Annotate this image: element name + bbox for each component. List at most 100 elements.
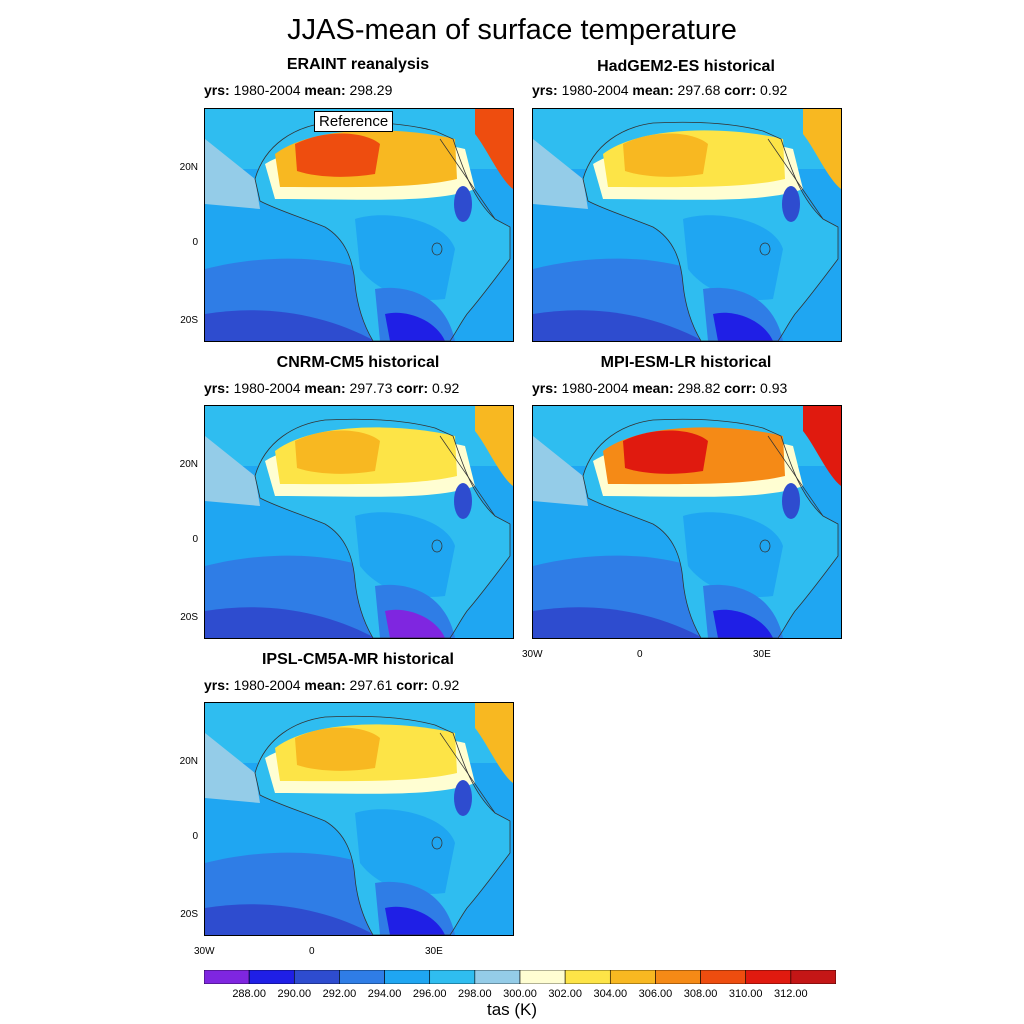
arabia-hot-region — [475, 109, 513, 189]
stat-key: mean: — [632, 82, 674, 98]
stat-key: mean: — [304, 677, 346, 693]
southern-africa-cold — [713, 609, 773, 638]
southern-africa-cold — [713, 312, 773, 341]
coastline — [582, 418, 839, 638]
south-atlantic-cold-band — [205, 607, 375, 638]
ethiopian-highlands-cold — [782, 186, 800, 222]
stat-value: 0.92 — [428, 677, 460, 693]
ethiopian-highlands-cold — [454, 186, 472, 222]
map-panel — [532, 405, 842, 639]
colorbar-swatch — [564, 970, 611, 984]
coastline — [254, 418, 511, 638]
ethiopian-highlands-cold — [454, 780, 472, 816]
sahara-core-region — [623, 133, 708, 177]
lat-tick-label: 20S — [180, 909, 198, 920]
map-canvas — [205, 109, 513, 341]
lon-tick-label: 30W — [522, 649, 543, 660]
stat-value: 1980-2004 — [229, 677, 305, 693]
stat-key: mean: — [304, 380, 346, 396]
central-africa-band — [355, 809, 455, 894]
canary-current-band — [533, 139, 588, 209]
sahara-core-region — [295, 430, 380, 474]
arabia-hot-region — [803, 109, 841, 189]
stat-value: 297.73 — [345, 380, 393, 396]
colorbar-tick-label: 304.00 — [593, 988, 628, 1000]
stat-value: 0.92 — [756, 82, 788, 98]
stat-value: 297.68 — [673, 82, 721, 98]
colorbar-swatch — [248, 970, 295, 984]
panel-stats: yrs: 1980-2004 mean: 298.82 corr: 0.93 — [532, 380, 787, 396]
lat-tick-label: 20N — [179, 459, 198, 470]
canary-current-band — [205, 436, 260, 506]
reference-label: Reference — [314, 111, 394, 132]
lake-victoria — [431, 539, 443, 553]
sahara-core-region — [623, 430, 708, 474]
map-panel — [204, 702, 514, 936]
panel-title: IPSL-CM5A-MR historical — [261, 651, 454, 668]
map-canvas — [205, 406, 513, 638]
south-atlantic-cold-band — [205, 904, 375, 935]
lat-tick-label: 20N — [179, 756, 198, 767]
colorbar-swatch — [384, 970, 431, 984]
sahara-core-region — [295, 133, 380, 177]
colorbar-tick-label: 288.00 — [232, 988, 266, 1000]
stat-value: 1980-2004 — [229, 82, 305, 98]
panel-stats: yrs: 1980-2004 mean: 297.73 corr: 0.92 — [204, 380, 459, 396]
colorbar-tick-label: 300.00 — [503, 988, 537, 1000]
map-panel — [532, 108, 842, 342]
colorbar-swatch — [429, 970, 476, 984]
panel-stats: yrs: 1980-2004 mean: 297.61 corr: 0.92 — [204, 677, 459, 693]
stat-key: corr: — [396, 380, 429, 396]
colorbar-tick-label: 290.00 — [277, 988, 312, 1000]
lon-tick-label: 0 — [309, 946, 315, 957]
panel-title: HadGEM2-ES historical — [597, 58, 775, 75]
colorbar — [204, 970, 836, 984]
southern-africa-cold — [385, 609, 445, 638]
sahara-core-region — [295, 727, 380, 771]
stat-value: 1980-2004 — [229, 380, 305, 396]
stat-key: yrs: — [532, 380, 558, 396]
ethiopian-highlands-cold — [454, 483, 472, 519]
coastline — [254, 715, 511, 935]
red-sea-outline — [439, 732, 496, 814]
map-canvas — [533, 109, 841, 341]
figure-title: JJAS-mean of surface temperature — [287, 14, 737, 46]
red-sea-outline — [767, 138, 824, 220]
red-sea-outline — [439, 138, 496, 220]
stat-key: corr: — [724, 380, 757, 396]
stat-key: corr: — [396, 677, 429, 693]
stat-key: yrs: — [532, 82, 558, 98]
colorbar-swatch — [700, 970, 747, 984]
stat-key: yrs: — [204, 82, 230, 98]
south-atlantic-cold-band — [533, 310, 703, 341]
ethiopian-highlands-cold — [782, 483, 800, 519]
colorbar-tick-label: 294.00 — [367, 988, 402, 1000]
stat-value: 0.92 — [428, 380, 460, 396]
colorbar-swatch — [655, 970, 701, 984]
southern-africa-cold — [385, 906, 445, 935]
stat-key: yrs: — [204, 677, 230, 693]
arabia-hot-region — [475, 406, 513, 486]
colorbar-tick-label: 310.00 — [728, 988, 763, 1000]
lat-tick-label: 20S — [180, 315, 198, 326]
lon-tick-label: 30W — [194, 946, 215, 957]
colorbar-swatch — [609, 970, 656, 984]
lat-tick-label: 20S — [180, 612, 198, 623]
arabia-hot-region — [803, 406, 841, 486]
stat-key: mean: — [632, 380, 674, 396]
colorbar-tick-label: 306.00 — [638, 988, 673, 1000]
colorbar-tick-label: 292.00 — [322, 988, 357, 1000]
lake-victoria — [759, 539, 771, 553]
stat-key: corr: — [724, 82, 757, 98]
southern-africa-cold — [385, 312, 445, 341]
lat-tick-label: 0 — [192, 237, 198, 248]
map-panel — [204, 405, 514, 639]
stat-key: yrs: — [204, 380, 230, 396]
stat-value: 1980-2004 — [557, 380, 633, 396]
south-atlantic-cold-band — [533, 607, 703, 638]
canary-current-band — [205, 733, 260, 803]
central-africa-band — [683, 215, 783, 300]
panel-stats: yrs: 1980-2004 mean: 297.68 corr: 0.92 — [532, 82, 787, 98]
red-sea-outline — [767, 435, 824, 517]
colorbar-units-label: tas (K) — [486, 1000, 538, 1019]
